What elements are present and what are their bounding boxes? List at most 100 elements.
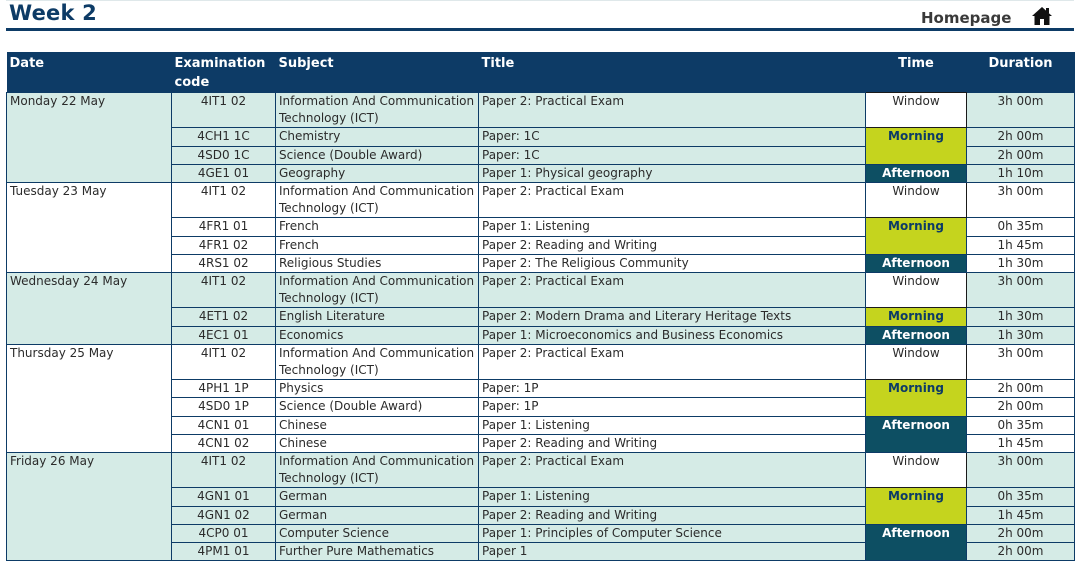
exam-subject: Science (Double Award) (275, 145, 479, 165)
exam-duration: 1h 30m (966, 253, 1075, 274)
exam-date: Wednesday 24 May (6, 272, 172, 345)
exam-code: 4PM1 01 (171, 542, 276, 562)
table-row: 4ET1 02 English Literature Paper 2: Modern… (7, 307, 1075, 327)
exam-title: Paper 2: Reading and Writing (478, 505, 866, 525)
session-window-badge: Window (865, 452, 967, 489)
session-morning-badge: Morning (865, 217, 967, 255)
exam-duration: 1h 10m (966, 163, 1075, 184)
header-divider (6, 28, 1074, 31)
table-row: Thursday 25 May 4IT1 02 Information And Co… (6, 343, 1075, 454)
session-afternoon-badge: Afternoon (865, 163, 967, 184)
exam-code: 4GE1 01 (171, 163, 276, 184)
exam-title: Paper: 1P (478, 397, 866, 417)
exam-subject: Economics (275, 325, 479, 345)
exam-subject: German (275, 487, 479, 507)
exam-date: Thursday 25 May (6, 343, 172, 454)
exam-subject: Chinese (275, 415, 479, 435)
session-morning-badge: Morning (865, 307, 967, 327)
table-row: 4SD0 1C Science (Double Award) Paper: 1C 2h… (7, 145, 1075, 165)
table-row: Friday 26 May 4IT1 02 Information And Comm… (6, 452, 1075, 562)
table-row: 4CN1 01 Chinese Paper 1: Listening Afternoo… (7, 415, 1075, 454)
exam-code: 4FR1 02 (171, 235, 276, 255)
table-row: 4GN1 02 German Paper 2: Reading and Writin… (7, 505, 1075, 525)
homepage-link[interactable]: Homepage (921, 9, 1012, 27)
table-row: 4CN1 02 Chinese Paper 2: Reading and Writi… (7, 433, 1075, 454)
exam-date: Tuesday 23 May (6, 182, 172, 274)
exam-title: Paper 2: Practical Exam (478, 272, 866, 309)
exam-title: Paper 2: Practical Exam (478, 91, 866, 129)
column-header-subject: Subject (275, 52, 479, 93)
exam-duration: 3h 00m (966, 452, 1075, 489)
column-header-duration: Duration (966, 52, 1075, 93)
exam-duration: 0h 35m (966, 487, 1075, 507)
session-afternoon-badge: Afternoon (865, 415, 967, 454)
exam-title: Paper 2: Reading and Writing (478, 433, 866, 454)
table-row: 4PM1 01 Further Pure Mathematics Paper 1 2h… (7, 542, 1075, 562)
exam-code: 4SD0 1P (171, 397, 276, 417)
session-afternoon-badge: Afternoon (865, 253, 967, 274)
exam-code: 4CN1 02 (171, 433, 276, 454)
exam-subject: Physics (275, 379, 479, 399)
exam-duration: 3h 00m (966, 272, 1075, 309)
session-window-badge: Window (865, 182, 967, 219)
column-header-title: Title (478, 52, 866, 93)
exam-code: 4SD0 1C (171, 145, 276, 165)
table-row: Wednesday 24 May 4IT1 02 Information And C… (6, 272, 1075, 345)
exam-date: Friday 26 May (6, 452, 172, 562)
table-row: 4RS1 02 Religious Studies Paper 2: The Rel… (7, 253, 1075, 274)
exam-code: 4GN1 02 (171, 505, 276, 525)
table-row: 4EC1 01 Economics Paper 1: Microeconomics … (7, 325, 1075, 345)
exam-subject: Computer Science (275, 523, 479, 544)
exam-subject: Information And Communication Technology… (275, 91, 479, 129)
session-afternoon-badge: Afternoon (865, 523, 967, 562)
exam-timetable: Date Examination code Subject Title Time… (6, 52, 1075, 562)
exam-title: Paper 1 (478, 542, 866, 562)
exam-duration: 0h 35m (966, 217, 1075, 237)
table-row: 4GE1 01 Geography Paper 1: Physical geogra… (7, 163, 1075, 184)
exam-subject: French (275, 217, 479, 237)
exam-code: 4RS1 02 (171, 253, 276, 274)
exam-subject: Chemistry (275, 127, 479, 147)
table-row: Monday 22 May 4IT1 02 Information And Comm… (6, 91, 1075, 184)
exam-duration: 2h 00m (966, 397, 1075, 417)
exam-title: Paper: 1C (478, 145, 866, 165)
session-window-badge: Window (865, 272, 967, 309)
exam-title: Paper 1: Physical geography (478, 163, 866, 184)
exam-duration: 2h 00m (966, 542, 1075, 562)
exam-code: 4EC1 01 (171, 325, 276, 345)
exam-title: Paper 1: Listening (478, 487, 866, 507)
exam-duration: 2h 00m (966, 523, 1075, 544)
exam-code: 4IT1 02 (171, 182, 276, 219)
exam-subject: Information And Communication Technology… (275, 452, 479, 489)
exam-duration: 1h 45m (966, 433, 1075, 454)
exam-duration: 2h 00m (966, 127, 1075, 147)
exam-duration: 1h 30m (966, 307, 1075, 327)
column-header-time: Time (865, 52, 967, 93)
exam-duration: 3h 00m (966, 182, 1075, 219)
exam-duration: 2h 00m (966, 145, 1075, 165)
exam-title: Paper 1: Listening (478, 415, 866, 435)
table-row: 4FR1 01 French Paper 1: Listening Morning 0h… (7, 217, 1075, 255)
exam-subject: Religious Studies (275, 253, 479, 274)
exam-duration: 2h 00m (966, 379, 1075, 399)
exam-subject: Chinese (275, 433, 479, 454)
exam-duration: 1h 45m (966, 505, 1075, 525)
exam-duration: 3h 00m (966, 343, 1075, 381)
exam-subject: Information And Communication Technology… (275, 343, 479, 381)
exam-code: 4IT1 02 (171, 343, 276, 381)
exam-duration: 3h 00m (966, 91, 1075, 129)
exam-subject: Geography (275, 163, 479, 184)
home-icon[interactable] (1031, 6, 1053, 26)
exam-title: Paper 2: Practical Exam (478, 452, 866, 489)
table-row: 4PH1 1P Physics Paper: 1P Morning 2h 00m (7, 379, 1075, 417)
session-afternoon-badge: Afternoon (865, 325, 967, 345)
exam-subject: French (275, 235, 479, 255)
exam-date: Monday 22 May (6, 91, 172, 184)
exam-title: Paper 1: Microeconomics and Business Eco… (478, 325, 866, 345)
exam-subject: Further Pure Mathematics (275, 542, 479, 562)
exam-code: 4CN1 01 (171, 415, 276, 435)
exam-subject: Information And Communication Technology… (275, 272, 479, 309)
exam-title: Paper 2: Practical Exam (478, 182, 866, 219)
exam-code: 4ET1 02 (171, 307, 276, 327)
exam-duration: 1h 45m (966, 235, 1075, 255)
